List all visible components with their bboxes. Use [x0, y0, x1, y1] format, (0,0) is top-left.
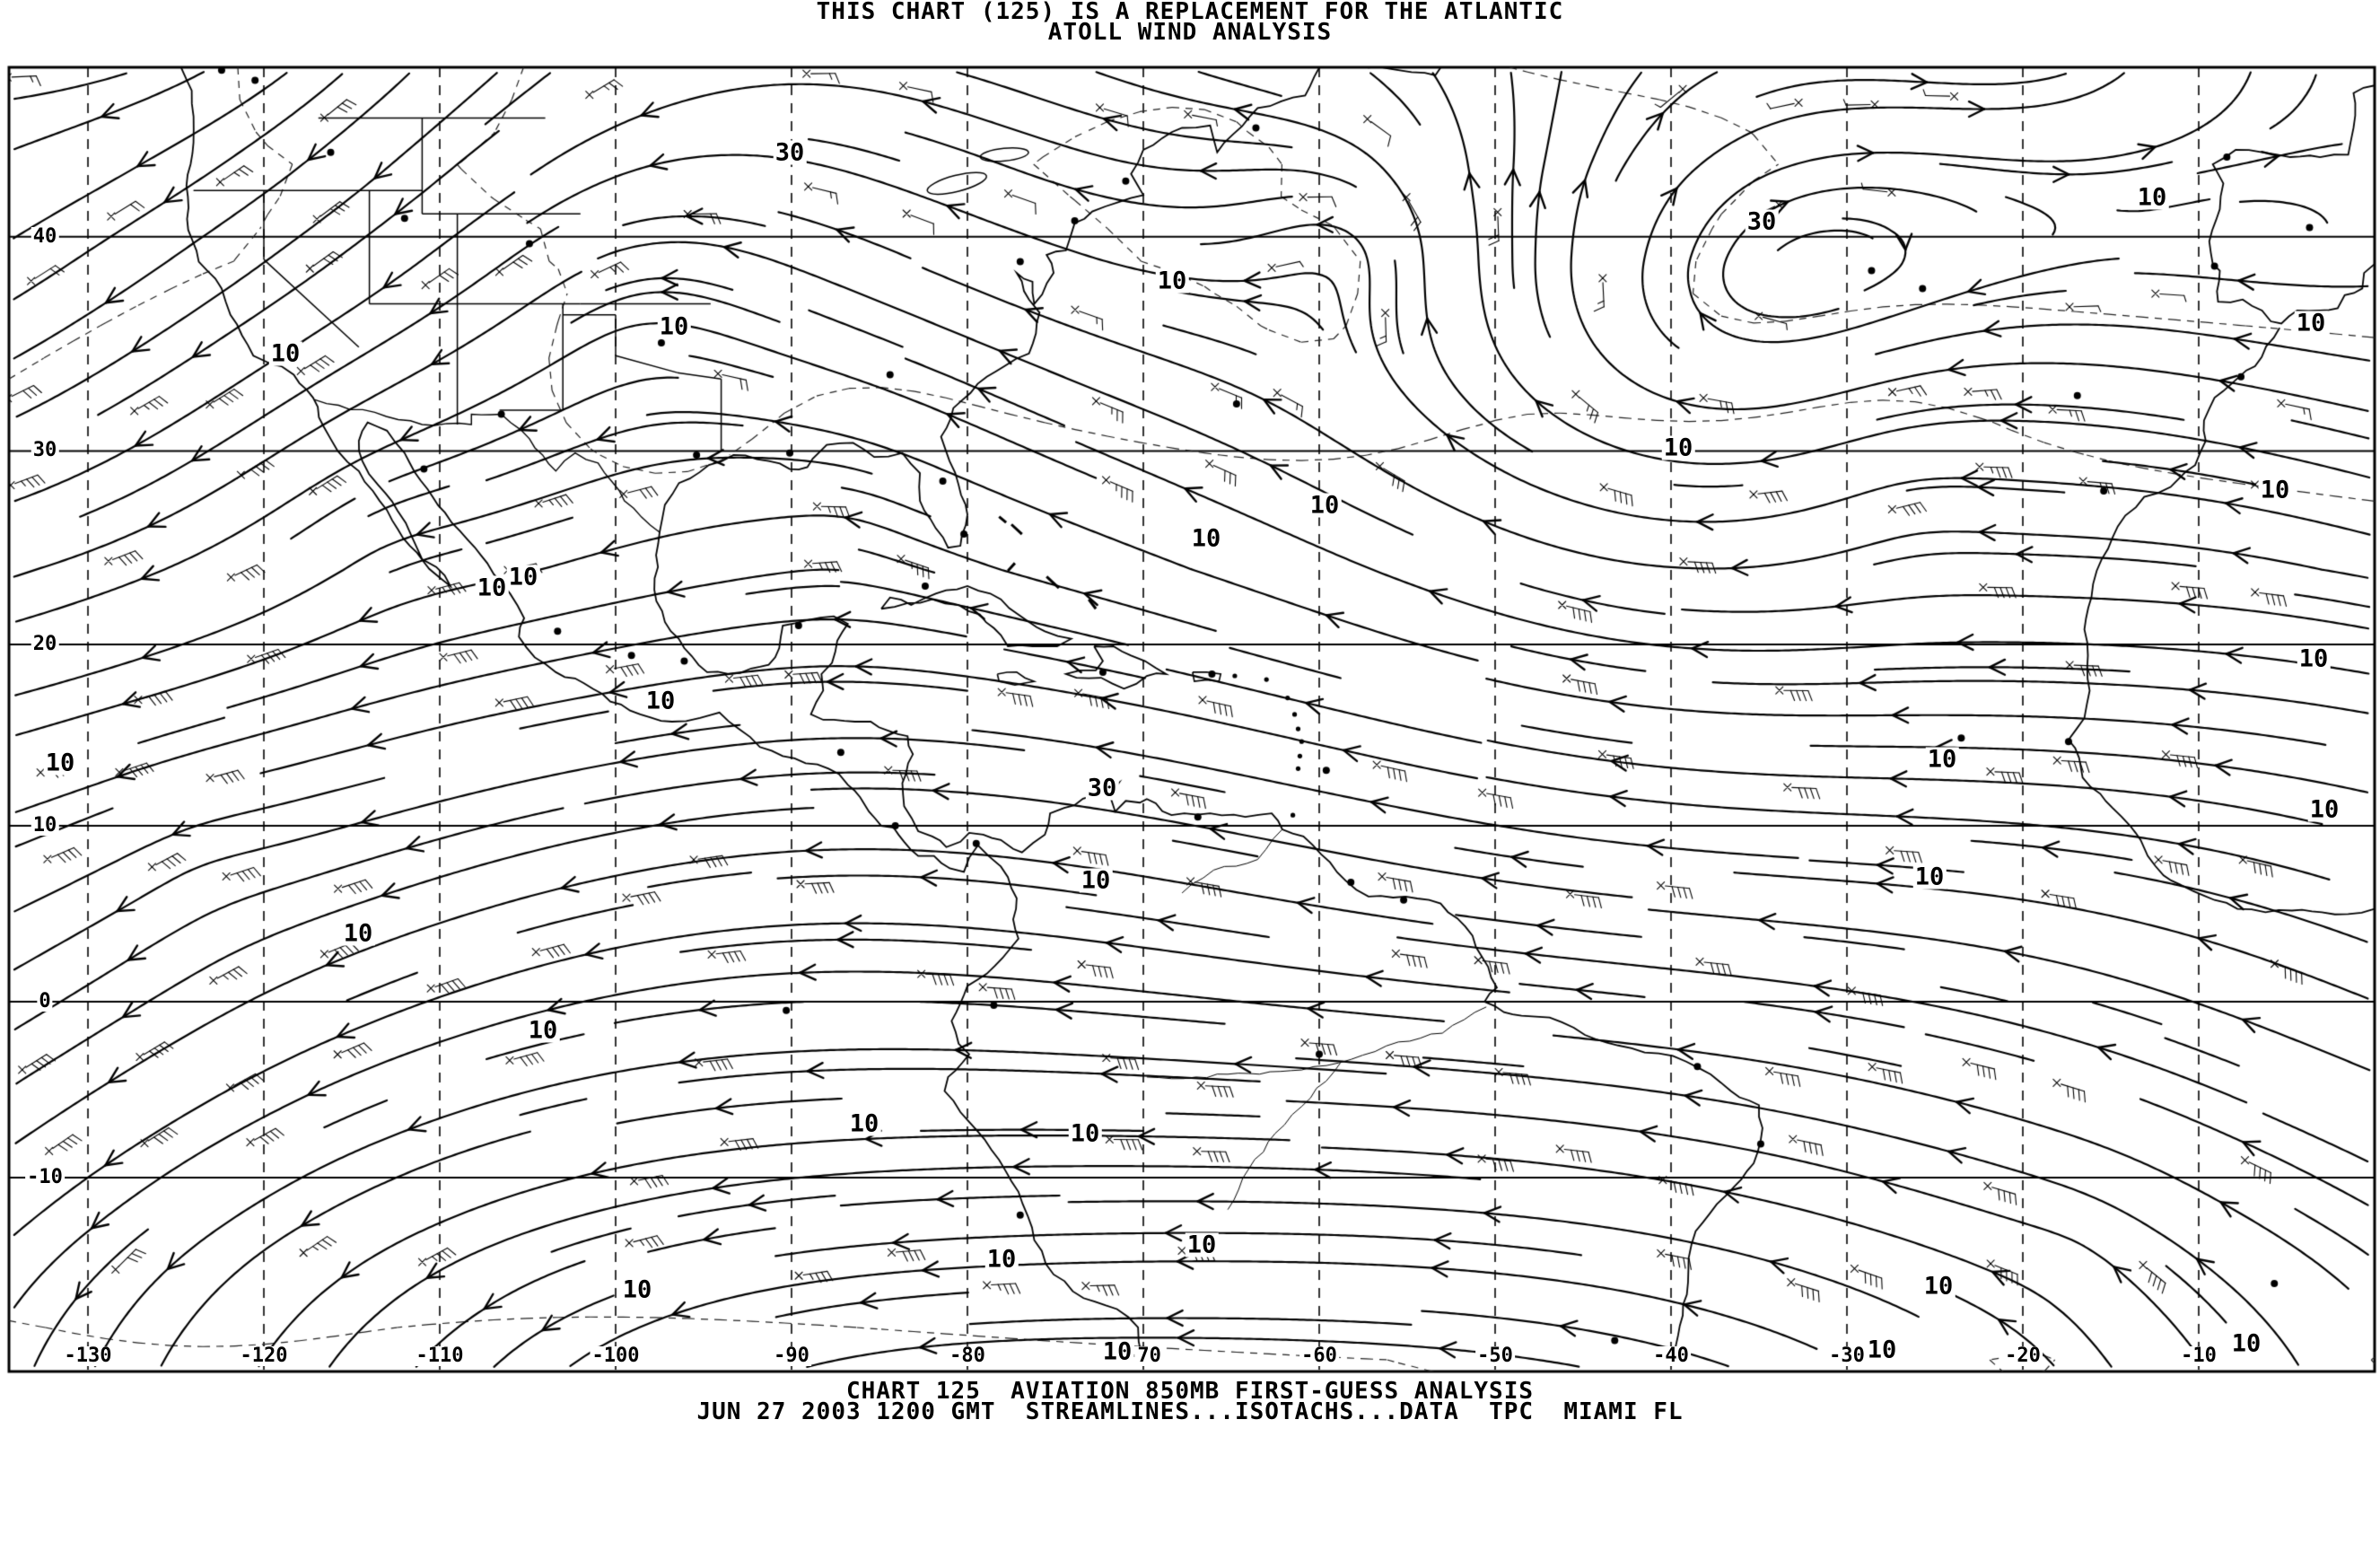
latitude-label: 10 — [31, 814, 59, 837]
isotach-value-label: 10 — [1185, 1231, 1219, 1259]
latitude-label: 40 — [31, 224, 59, 248]
isotach-value-label: 10 — [526, 1016, 560, 1045]
isotach-value-label: 10 — [1189, 524, 1223, 553]
isotach-value-label: 10 — [847, 1109, 881, 1138]
isotach-value-label: 10 — [506, 563, 540, 591]
longitude-label: -40 — [1651, 1345, 1691, 1367]
isotach-value-label: 10 — [643, 687, 678, 715]
isotach-value-label: 10 — [1068, 1119, 1102, 1148]
isotach-value-label: 10 — [1912, 863, 1947, 891]
isotach-value-label: 10 — [657, 312, 691, 341]
isotach-value-label: 10 — [2258, 476, 2292, 504]
longitude-label: -20 — [2003, 1345, 2043, 1367]
isotach-value-label: 10 — [1308, 491, 1342, 520]
latitude-label: 30 — [31, 439, 59, 462]
isotach-value-label: 10 — [1100, 1337, 1134, 1366]
isotach-value-label: 10 — [1155, 267, 1189, 295]
isotach-value-label: 10 — [1925, 745, 1959, 774]
isotach-value-label: 10 — [2297, 644, 2331, 673]
latitude-label: -10 — [25, 1165, 65, 1188]
longitude-label: -10 — [2179, 1345, 2218, 1367]
isotach-value-label: 10 — [1661, 434, 1695, 462]
longitude-label: -130 — [62, 1345, 114, 1367]
isotach-value-label: 10 — [2135, 183, 2169, 212]
isotach-value-label: 10 — [268, 339, 302, 368]
isotach-value-label: 30 — [1085, 774, 1119, 802]
isotach-value-label: 10 — [2229, 1329, 2263, 1358]
longitude-label: -80 — [948, 1345, 987, 1367]
isotach-value-label: 10 — [1079, 866, 1113, 895]
isotach-value-label: 10 — [341, 919, 375, 948]
isotach-value-label: 10 — [2294, 309, 2328, 337]
isotach-value-label: 10 — [984, 1245, 1019, 1274]
longitude-label: -30 — [1827, 1345, 1867, 1367]
longitude-label: -110 — [414, 1345, 466, 1367]
isotach-value-label: 10 — [1865, 1336, 1899, 1364]
chart-title-line-2: ATOLL WIND ANALYSIS — [1047, 19, 1333, 46]
isotach-value-label: 30 — [773, 138, 807, 167]
isotach-value-label: 10 — [43, 749, 77, 777]
chart-footer-line-1: CHART 125 AVIATION 850MB FIRST-GUESS ANA… — [845, 1378, 1535, 1405]
isotach-value-label: 10 — [2307, 795, 2341, 824]
longitude-label: -100 — [590, 1345, 642, 1367]
longitude-label: -60 — [1299, 1345, 1339, 1367]
longitude-label: -120 — [238, 1345, 290, 1367]
isotach-value-label: 10 — [620, 1275, 654, 1304]
latitude-label: 0 — [37, 990, 53, 1012]
isotach-value-label: 10 — [1921, 1272, 1956, 1301]
isotach-value-label: 30 — [1745, 207, 1779, 236]
chart-footer-line-2: JUN 27 2003 1200 GMT STREAMLINES...ISOTA… — [696, 1398, 1684, 1425]
latitude-label: 20 — [31, 632, 59, 655]
chart-title-line-1: THIS CHART (125) IS A REPLACEMENT FOR TH… — [816, 0, 1564, 25]
longitude-label: -90 — [772, 1345, 811, 1367]
isotach-value-label: 10 — [475, 574, 509, 602]
longitude-label: -50 — [1475, 1345, 1515, 1367]
